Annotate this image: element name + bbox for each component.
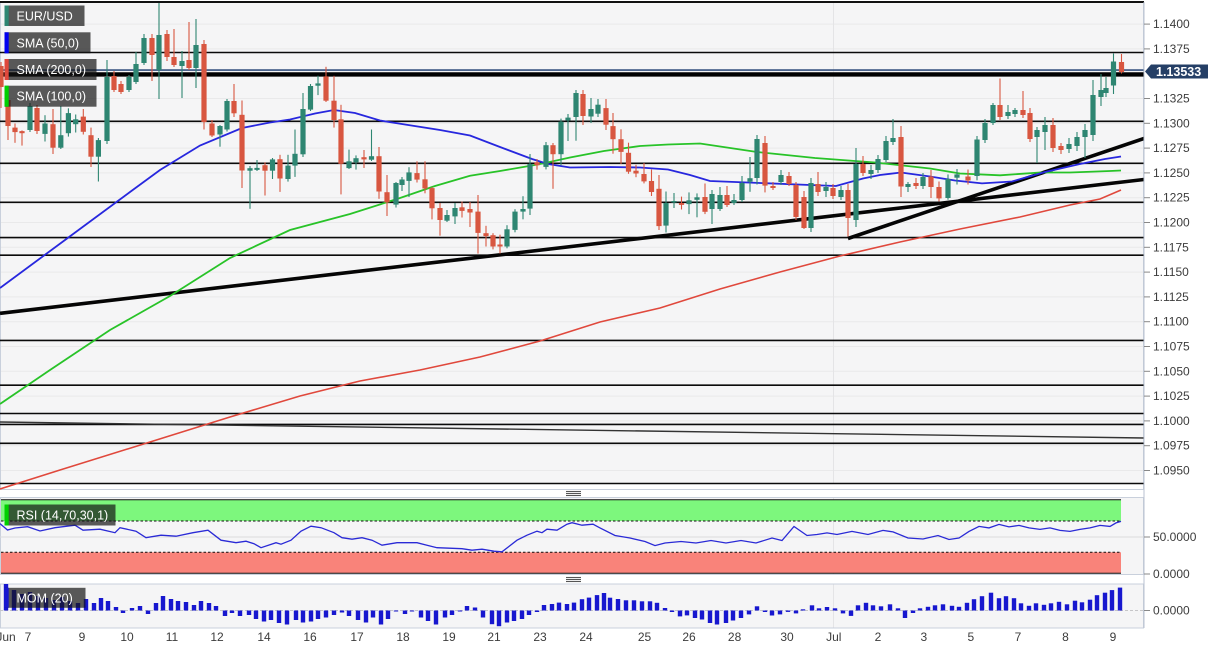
svg-text:3: 3 (921, 630, 928, 644)
svg-text:SMA (200,0): SMA (200,0) (17, 63, 86, 77)
svg-text:1.13533: 1.13533 (1156, 65, 1201, 79)
svg-text:1.1050: 1.1050 (1153, 364, 1190, 378)
svg-text:0.0000: 0.0000 (1153, 567, 1190, 581)
svg-text:1.1150: 1.1150 (1153, 265, 1189, 279)
svg-text:EUR/USD: EUR/USD (17, 9, 73, 23)
svg-text:1.1025: 1.1025 (1153, 389, 1190, 403)
svg-text:50.0000: 50.0000 (1153, 530, 1197, 544)
svg-text:17: 17 (350, 630, 364, 644)
svg-text:9: 9 (79, 630, 86, 644)
svg-text:16: 16 (303, 630, 317, 644)
svg-text:2: 2 (875, 630, 882, 644)
svg-text:25: 25 (638, 630, 652, 644)
svg-text:1.1175: 1.1175 (1153, 240, 1189, 254)
svg-text:SMA (50,0): SMA (50,0) (17, 36, 80, 50)
svg-text:10: 10 (120, 630, 134, 644)
svg-text:9: 9 (1110, 630, 1117, 644)
svg-text:1.1400: 1.1400 (1153, 17, 1190, 31)
svg-text:28: 28 (728, 630, 742, 644)
svg-text:23: 23 (533, 630, 547, 644)
svg-text:0.0000: 0.0000 (1153, 604, 1190, 618)
svg-text:1.1325: 1.1325 (1153, 92, 1190, 106)
svg-text:21: 21 (487, 630, 501, 644)
svg-text:1.0975: 1.0975 (1153, 439, 1190, 453)
svg-text:18: 18 (396, 630, 410, 644)
svg-text:1.1250: 1.1250 (1153, 166, 1190, 180)
svg-text:7: 7 (1015, 630, 1022, 644)
svg-text:30: 30 (780, 630, 794, 644)
svg-text:11: 11 (166, 630, 179, 644)
svg-text:SMA (100,0): SMA (100,0) (17, 90, 86, 104)
svg-text:Jun: Jun (0, 630, 16, 644)
svg-text:1.1075: 1.1075 (1153, 340, 1190, 354)
svg-text:1.1000: 1.1000 (1153, 414, 1190, 428)
svg-text:19: 19 (442, 630, 456, 644)
svg-text:1.1200: 1.1200 (1153, 216, 1190, 230)
svg-text:Jul: Jul (826, 630, 841, 644)
svg-text:14: 14 (257, 630, 271, 644)
svg-text:8: 8 (1062, 630, 1069, 644)
svg-text:1.0950: 1.0950 (1153, 464, 1190, 478)
svg-text:1.1100: 1.1100 (1153, 315, 1189, 329)
svg-text:1.1275: 1.1275 (1153, 141, 1190, 155)
svg-text:12: 12 (210, 630, 224, 644)
svg-text:1.1225: 1.1225 (1153, 191, 1190, 205)
svg-text:24: 24 (579, 630, 593, 644)
svg-text:1.1125: 1.1125 (1153, 290, 1189, 304)
svg-text:1.1300: 1.1300 (1153, 116, 1190, 130)
svg-text:26: 26 (682, 630, 696, 644)
svg-text:7: 7 (25, 630, 32, 644)
svg-text:5: 5 (968, 630, 975, 644)
svg-text:1.1375: 1.1375 (1153, 42, 1190, 56)
svg-text:RSI (14,70,30,1): RSI (14,70,30,1) (17, 509, 109, 523)
svg-text:MOM (20): MOM (20) (17, 591, 73, 605)
